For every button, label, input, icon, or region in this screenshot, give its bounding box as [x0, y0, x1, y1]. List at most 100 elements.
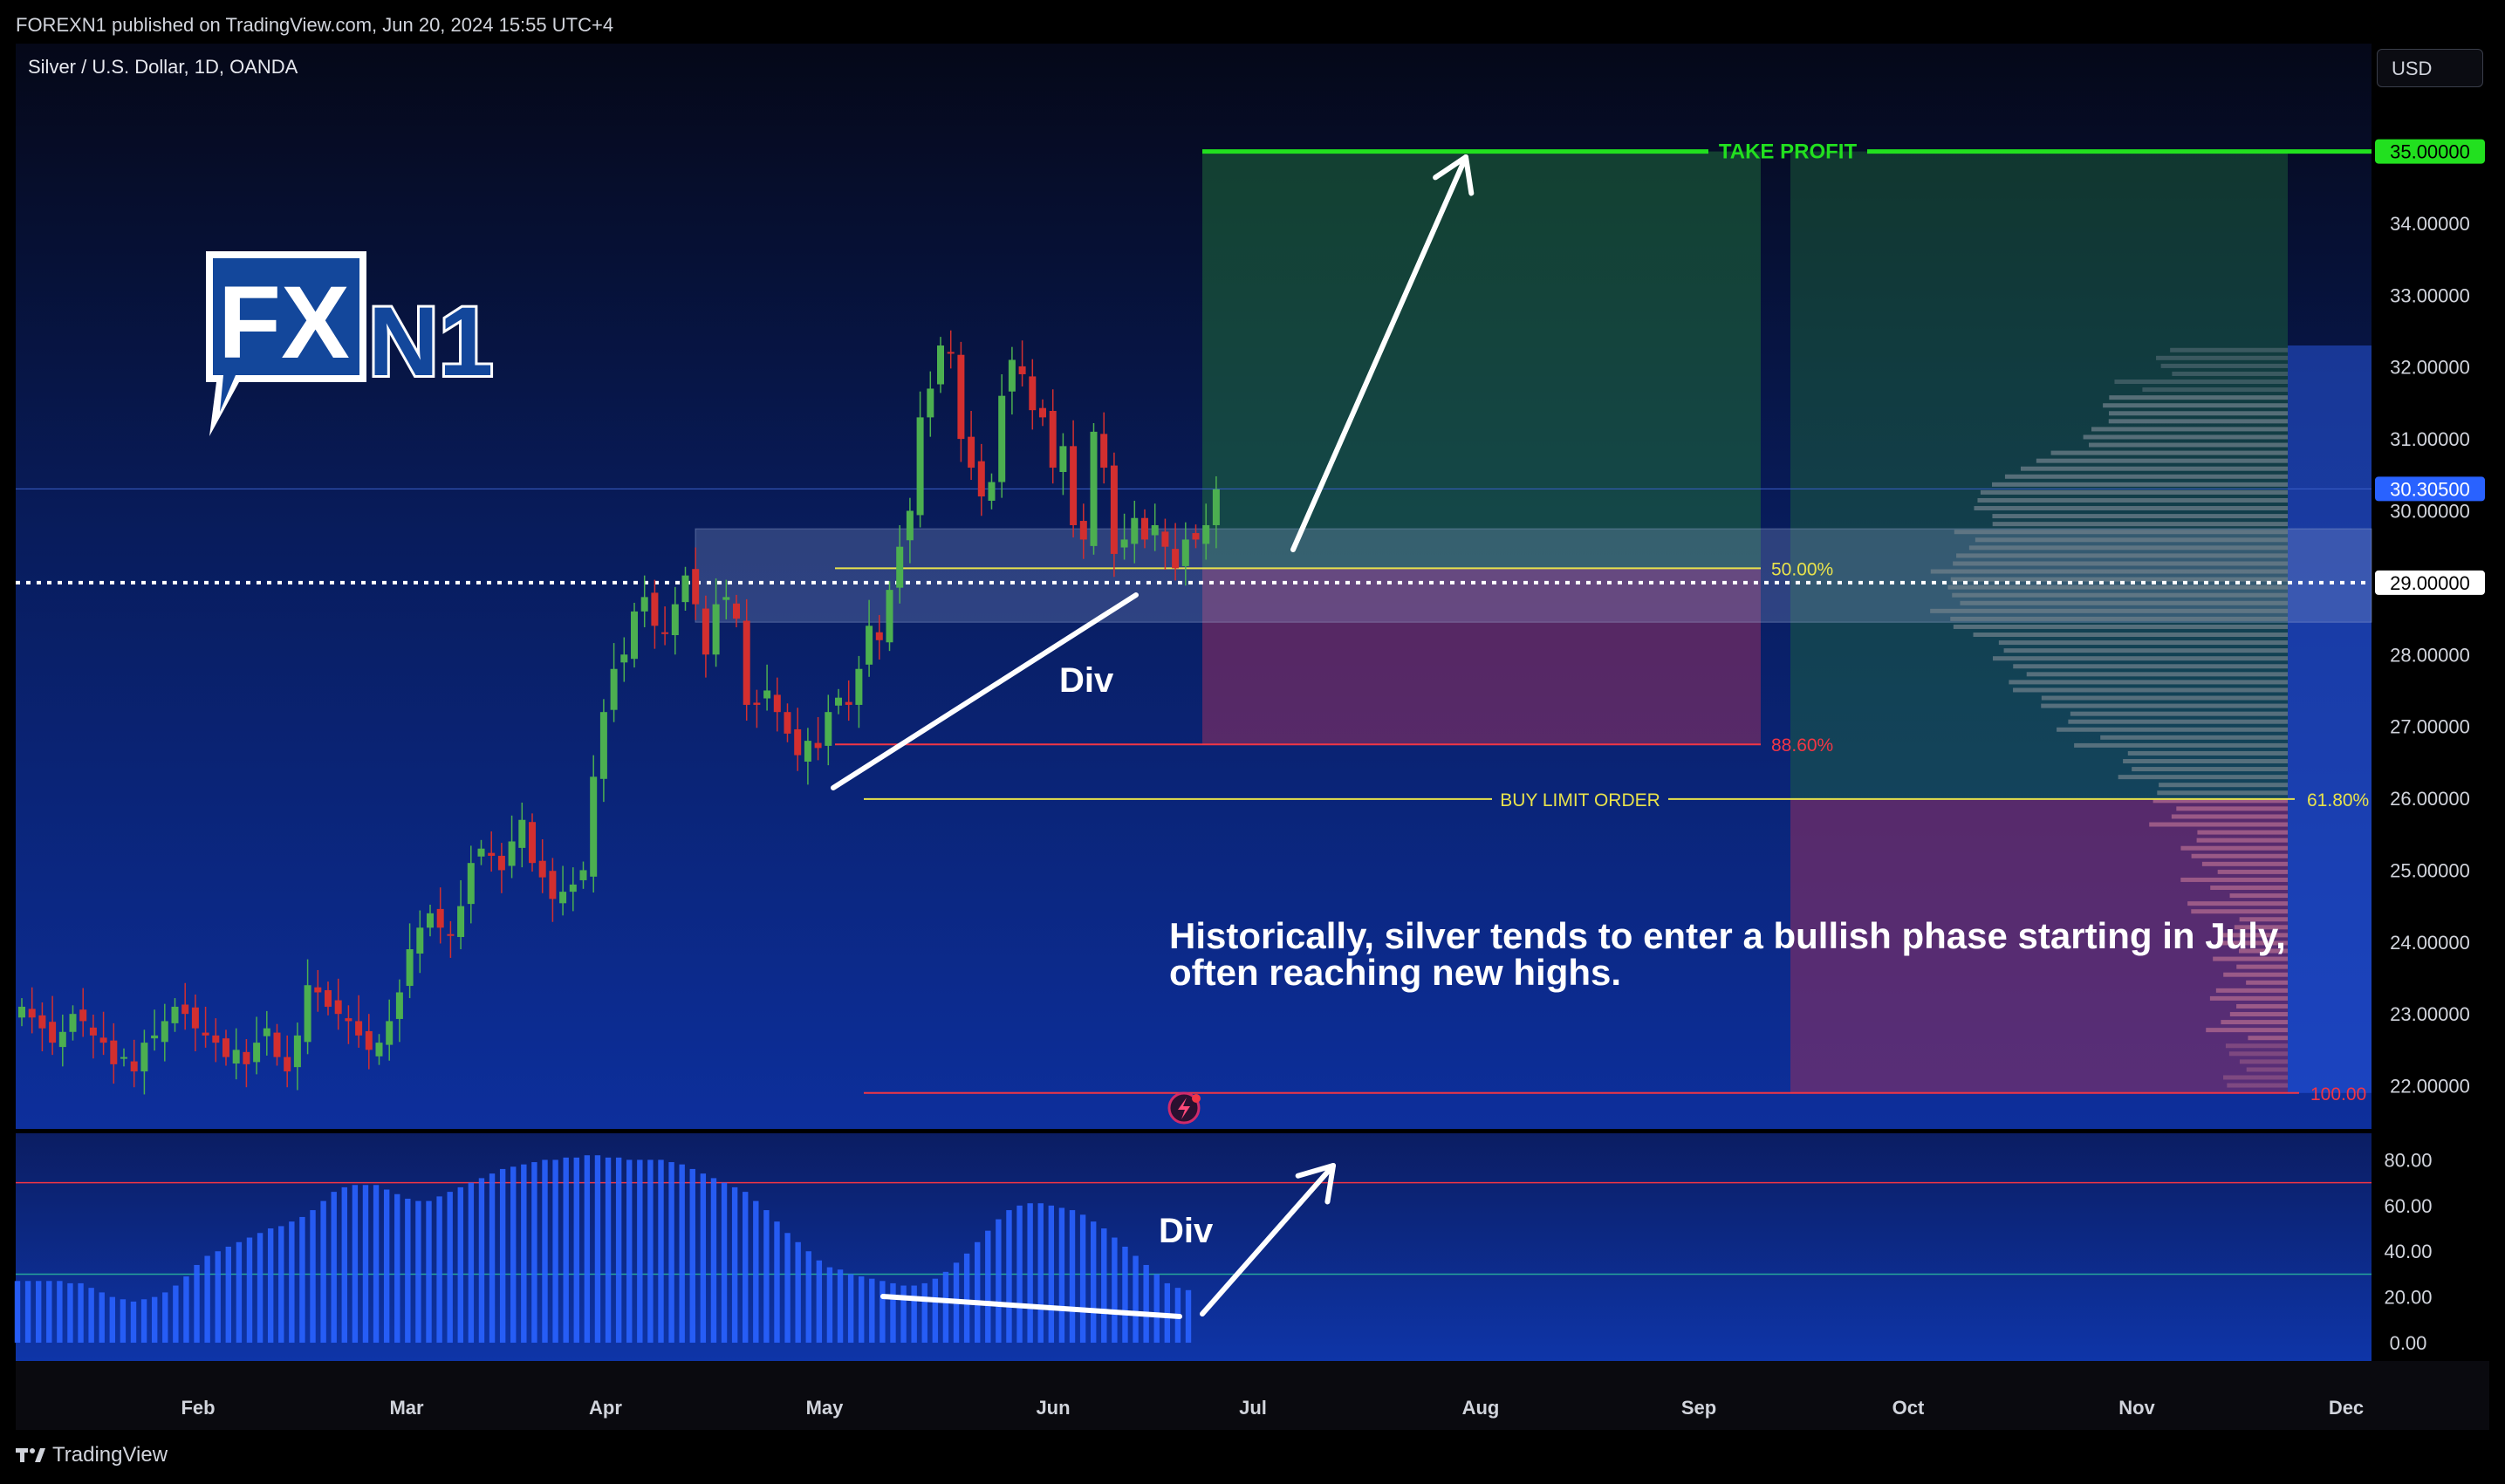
entry-price-tag[interactable]: 29.00000 [2375, 570, 2485, 595]
candle[interactable] [733, 594, 740, 627]
candle[interactable] [631, 602, 638, 668]
long-position-stop-zone-1[interactable] [1202, 568, 1761, 745]
candle[interactable] [712, 578, 720, 667]
candle[interactable] [28, 987, 36, 1034]
candle[interactable] [18, 998, 25, 1027]
candle[interactable] [1212, 475, 1220, 549]
time-axis-bg[interactable] [16, 1361, 2489, 1430]
candle[interactable] [79, 988, 87, 1037]
candle[interactable] [784, 703, 791, 742]
candle[interactable] [467, 845, 475, 924]
candle[interactable] [202, 1006, 209, 1048]
candle[interactable] [181, 982, 189, 1030]
candle[interactable] [355, 995, 363, 1048]
candle[interactable] [1090, 422, 1098, 555]
pane-separator[interactable] [16, 1129, 2489, 1133]
candle[interactable] [1039, 399, 1046, 427]
candle[interactable] [702, 595, 709, 678]
candle[interactable] [488, 831, 496, 872]
flash-event-icon[interactable] [1167, 1091, 1201, 1125]
candle[interactable] [447, 920, 455, 958]
candle[interactable] [866, 599, 873, 677]
candle[interactable] [140, 1029, 148, 1095]
candle[interactable] [49, 995, 57, 1056]
candle[interactable] [988, 473, 996, 509]
candle[interactable] [293, 1022, 301, 1091]
candle[interactable] [1079, 503, 1087, 559]
candle[interactable] [284, 1035, 291, 1088]
candle[interactable] [518, 802, 526, 868]
candle[interactable] [1120, 513, 1128, 560]
candle[interactable] [906, 497, 914, 564]
candle[interactable] [681, 566, 689, 612]
candle[interactable] [1202, 503, 1210, 560]
candle[interactable] [549, 858, 557, 922]
candle[interactable] [1110, 452, 1118, 578]
candle[interactable] [661, 606, 669, 646]
candle[interactable] [845, 680, 852, 721]
symbol-title[interactable]: Silver / U.S. Dollar, 1D, OANDA [28, 56, 298, 78]
candle[interactable] [835, 688, 842, 715]
candle[interactable] [386, 999, 394, 1061]
candle[interactable] [273, 1023, 281, 1066]
candle[interactable] [794, 708, 802, 771]
candle[interactable] [1029, 359, 1037, 430]
candle[interactable] [886, 581, 893, 652]
candle[interactable] [640, 575, 648, 627]
candle[interactable] [753, 689, 761, 728]
candle[interactable] [559, 865, 567, 916]
candle[interactable] [99, 1011, 107, 1056]
candle[interactable] [375, 1034, 383, 1065]
currency-button[interactable]: USD [2377, 49, 2483, 87]
candle[interactable] [253, 1016, 261, 1075]
candle[interactable] [477, 839, 485, 865]
candle[interactable] [916, 391, 924, 528]
candle[interactable] [998, 373, 1006, 498]
candle[interactable] [599, 699, 607, 803]
candle[interactable] [855, 655, 863, 728]
candle[interactable] [334, 978, 342, 1030]
candle[interactable] [538, 838, 546, 893]
candle[interactable] [610, 643, 618, 722]
candle[interactable] [927, 371, 934, 437]
candle[interactable] [130, 1039, 138, 1088]
candle[interactable] [692, 547, 700, 620]
candle[interactable] [763, 664, 771, 711]
candle[interactable] [1151, 503, 1159, 551]
candle[interactable] [171, 998, 179, 1032]
candle[interactable] [38, 1002, 46, 1052]
take-profit-price-tag[interactable]: 35.00000 [2375, 139, 2485, 164]
candle[interactable] [977, 443, 985, 516]
candle[interactable] [89, 1015, 97, 1059]
candle[interactable] [825, 694, 832, 766]
candle[interactable] [743, 598, 750, 721]
oscillator-divergence-trendline[interactable] [880, 1294, 1182, 1319]
candle[interactable] [947, 330, 955, 369]
candle[interactable] [579, 861, 587, 889]
candle[interactable] [365, 1014, 373, 1070]
candle[interactable] [529, 813, 536, 872]
candle[interactable] [497, 843, 505, 893]
candle[interactable] [957, 341, 965, 462]
candle[interactable] [968, 410, 975, 481]
candle[interactable] [406, 923, 414, 999]
candle[interactable] [1070, 420, 1078, 537]
price-axis-bg[interactable] [2372, 44, 2489, 1361]
candle[interactable] [937, 337, 944, 393]
candle[interactable] [651, 579, 659, 649]
candle[interactable] [416, 910, 424, 974]
candle[interactable] [314, 969, 322, 1012]
candle[interactable] [814, 716, 822, 761]
candle[interactable] [1059, 433, 1067, 496]
current-price-tag[interactable]: 30.30500 [2375, 476, 2485, 502]
candle[interactable] [1181, 522, 1189, 586]
candle[interactable] [69, 1005, 77, 1041]
candle[interactable] [722, 579, 730, 619]
candle[interactable] [345, 1005, 352, 1044]
candle[interactable] [1172, 523, 1180, 581]
candle[interactable] [325, 981, 332, 1016]
candle[interactable] [457, 879, 465, 950]
candle[interactable] [1161, 518, 1169, 571]
candle[interactable] [58, 1015, 66, 1067]
